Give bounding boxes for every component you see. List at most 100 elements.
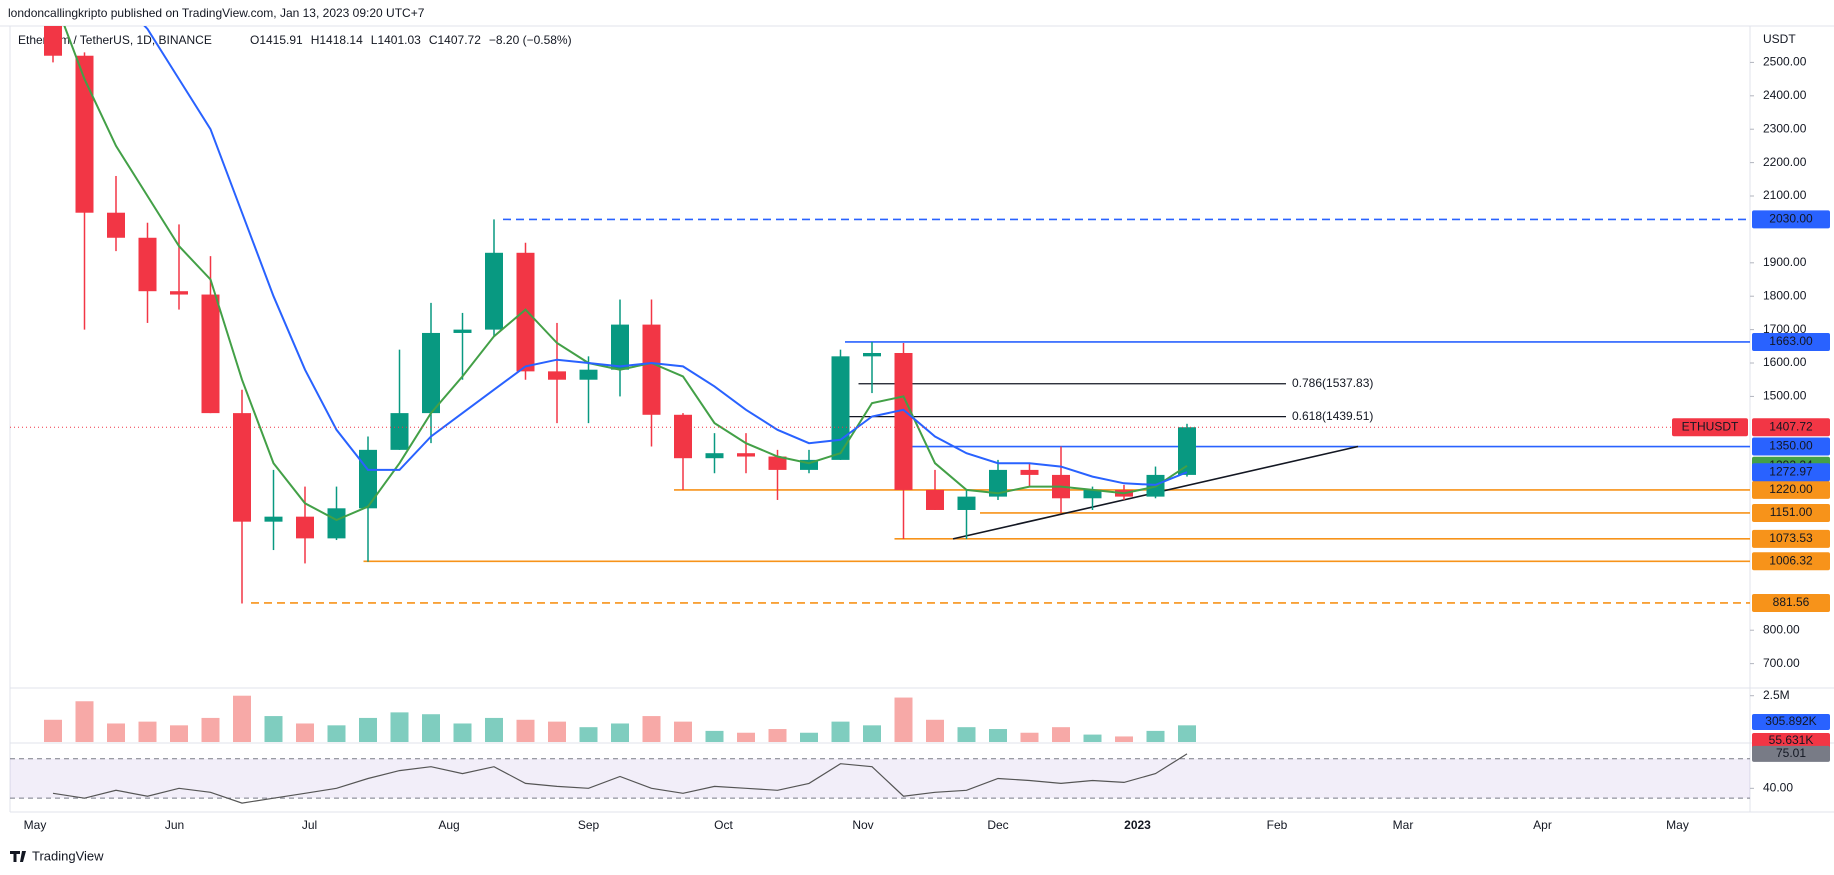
candle-body xyxy=(453,329,472,333)
x-tick-label: Sep xyxy=(578,818,600,832)
volume-bar xyxy=(327,725,346,742)
volume-bar xyxy=(674,721,692,742)
volume-bar xyxy=(170,725,188,742)
volume-bar xyxy=(863,725,881,742)
volume-bar xyxy=(705,730,724,742)
volume-bar xyxy=(989,729,1007,742)
candle-body xyxy=(170,291,188,295)
level-axis-box xyxy=(1752,210,1830,229)
candle-body xyxy=(863,352,881,357)
volume-tick-label: 2.5M xyxy=(1763,688,1790,702)
volume-bar xyxy=(800,732,818,742)
level-axis-label: 1350.00 xyxy=(1769,439,1813,453)
y-tick-label: 1500.00 xyxy=(1763,389,1807,403)
candle-body xyxy=(611,324,629,370)
candle-body xyxy=(107,212,125,238)
volume-bar xyxy=(548,721,566,742)
x-tick-label: Jul xyxy=(302,818,317,832)
candle-body xyxy=(926,489,944,510)
volume-bar xyxy=(75,701,94,742)
candle-body xyxy=(422,332,440,414)
y-tick-label: 2100.00 xyxy=(1763,188,1807,202)
volume-bar xyxy=(642,716,661,742)
level-axis-label: 2030.00 xyxy=(1769,212,1813,226)
level-axis-box xyxy=(1752,503,1830,522)
volume-value-box xyxy=(1752,714,1830,730)
legend-value: H1418.14 xyxy=(311,33,363,47)
x-tick-label: 2023 xyxy=(1124,818,1151,832)
symbol-title: Ethereum / TetherUS, 1D, BINANCE xyxy=(18,33,212,47)
y-tick-label: 2500.00 xyxy=(1763,55,1807,69)
x-tick-label: Apr xyxy=(1533,818,1552,832)
candle-body xyxy=(138,237,157,292)
candle-body xyxy=(1020,469,1039,475)
candle-body xyxy=(894,352,913,490)
x-tick-label: Jun xyxy=(165,818,184,832)
x-tick-label: Mar xyxy=(1393,818,1414,832)
level-axis-label: 1073.53 xyxy=(1769,531,1813,545)
volume-bar xyxy=(138,721,157,742)
y-tick-label: 2400.00 xyxy=(1763,88,1807,102)
volume-bar xyxy=(422,714,440,742)
candle-body xyxy=(485,252,503,330)
candle-body xyxy=(548,371,566,380)
last-price-label: 1407.72 xyxy=(1769,419,1813,433)
candle-body xyxy=(1083,489,1102,499)
legend-value: L1401.03 xyxy=(371,33,421,47)
volume-bar xyxy=(44,719,62,742)
published-line: londoncallingkripto published on Trading… xyxy=(8,6,425,20)
candle-body xyxy=(390,413,409,450)
volume-bar xyxy=(1020,732,1039,742)
level-axis-box xyxy=(1752,332,1830,351)
x-tick-label: Aug xyxy=(438,818,459,832)
y-tick-label: 800.00 xyxy=(1763,622,1800,636)
x-tick-label: May xyxy=(24,818,47,832)
level-axis-box xyxy=(1752,529,1830,548)
x-tick-label: Dec xyxy=(987,818,1008,832)
x-tick-label: May xyxy=(1666,818,1689,832)
candle-body xyxy=(989,469,1007,497)
candle-body xyxy=(296,516,314,539)
candle-body xyxy=(705,453,724,459)
volume-bar xyxy=(296,723,314,742)
ma-axis-label: 1272.97 xyxy=(1769,464,1813,478)
y-tick-label: 700.00 xyxy=(1763,656,1800,670)
volume-bar xyxy=(201,717,220,742)
volume-bar xyxy=(485,717,503,742)
level-axis-label: 1006.32 xyxy=(1769,553,1813,567)
candle-body xyxy=(957,496,976,510)
fib-label: 0.618(1439.51) xyxy=(1292,409,1373,423)
candle-body xyxy=(44,26,62,56)
volume-bar xyxy=(516,719,535,742)
last-price-box xyxy=(1752,418,1830,437)
moving-average xyxy=(63,26,1188,522)
candle-body xyxy=(831,356,850,460)
volume-bar xyxy=(359,717,377,742)
candle-body xyxy=(674,414,692,459)
volume-bar xyxy=(264,716,283,742)
volume-bar xyxy=(107,723,125,742)
volume-value-box xyxy=(1752,732,1830,749)
candle-body xyxy=(737,453,755,457)
volume-bar xyxy=(831,721,850,742)
level-axis-box xyxy=(1752,552,1830,571)
rsi-value-box xyxy=(1752,745,1830,762)
volume-bar xyxy=(453,723,472,742)
candle-body xyxy=(800,459,818,470)
volume-value-label: 55.631K xyxy=(1769,733,1814,747)
symbol-box xyxy=(1672,418,1748,437)
candle-body xyxy=(516,252,535,372)
volume-value-label: 305.892K xyxy=(1765,714,1816,728)
volume-bar xyxy=(611,723,629,742)
volume-bar xyxy=(579,727,598,742)
volume-bar xyxy=(390,712,409,742)
level-axis-label: 1151.00 xyxy=(1770,505,1813,519)
volume-bar xyxy=(1052,727,1070,742)
level-axis-box xyxy=(1752,437,1830,456)
legend-value: O1415.91 xyxy=(250,33,303,47)
volume-bar xyxy=(1115,736,1133,742)
level-axis-label: 881.56 xyxy=(1773,595,1810,609)
legend-value: −8.20 (−0.58%) xyxy=(489,33,572,47)
volume-bar xyxy=(894,697,913,742)
